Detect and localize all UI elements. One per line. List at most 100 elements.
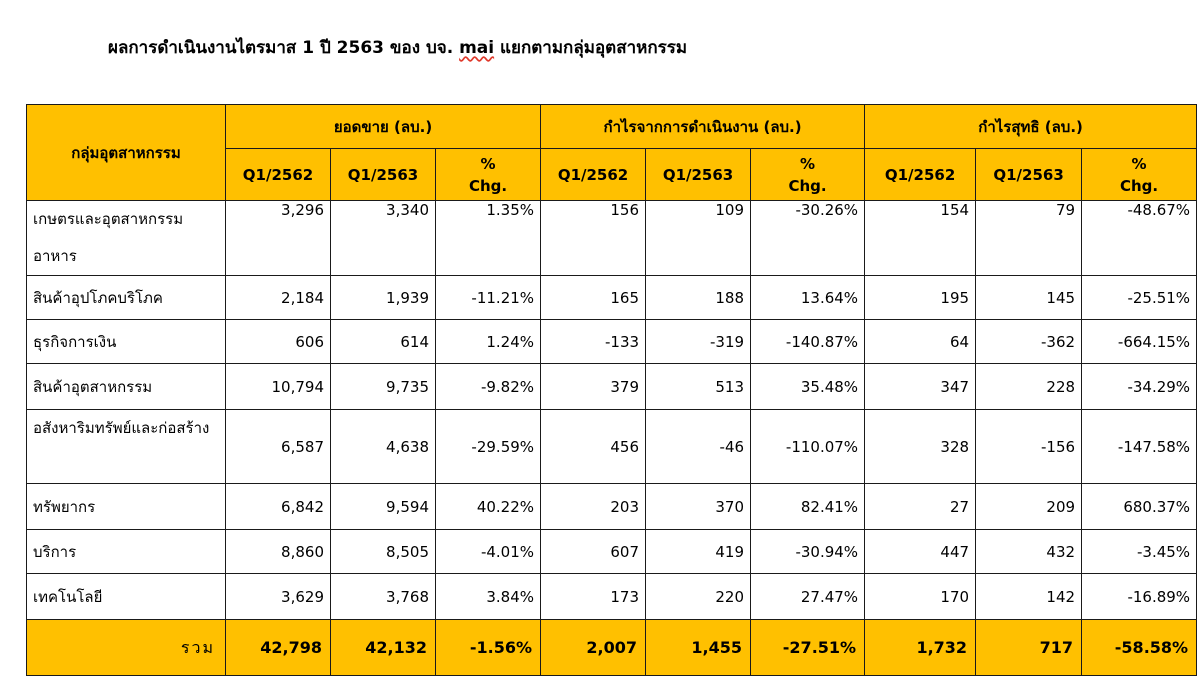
table-cell: -362 xyxy=(975,319,1083,364)
table-cell: -16.89% xyxy=(1081,573,1198,620)
table-cell: 27.47% xyxy=(750,573,866,620)
chg-label: Chg. xyxy=(468,176,508,195)
table-cell: 203 xyxy=(540,483,647,530)
title-text-end: แยกตามกลุ่มอุตสาหกรรม xyxy=(500,38,688,58)
table-cell: 456 xyxy=(540,409,647,484)
section-header-operating-profit: กำไรจากการดำเนินงาน (ลบ.) xyxy=(540,104,866,149)
table-cell: -25.51% xyxy=(1081,275,1198,320)
table-cell: 419 xyxy=(645,529,752,574)
col-header-pct-chg: % Chg. xyxy=(434,148,542,201)
table-cell: -48.67% xyxy=(1081,200,1198,276)
table-cell: -30.94% xyxy=(750,529,866,574)
table-cell: 3,768 xyxy=(330,573,436,620)
col-header-q1-2562: Q1/2562 xyxy=(225,148,331,201)
table-cell: 8,860 xyxy=(225,529,331,574)
title-text: ผลการดำเนินงานไตรมาส 1 ปี 2563 ของ บจ. xyxy=(108,38,454,58)
total-cell: -1.56% xyxy=(434,619,542,676)
table-cell: 9,594 xyxy=(330,483,436,530)
table-cell: -133 xyxy=(540,319,647,364)
section-header-sales: ยอดขาย (ลบ.) xyxy=(224,104,542,149)
col-header-q1-2563: Q1/2563 xyxy=(645,148,752,201)
col-header-q1-2563: Q1/2563 xyxy=(975,148,1083,201)
table-cell: -664.15% xyxy=(1081,319,1198,364)
table-cell: 513 xyxy=(645,363,752,410)
table-cell: 9,735 xyxy=(330,363,436,410)
table-cell: 6,842 xyxy=(225,483,331,530)
table-cell: -319 xyxy=(645,319,752,364)
table-cell: 6,587 xyxy=(225,409,331,484)
total-cell: 1,455 xyxy=(645,619,752,676)
table-row: เทคโนโลยี 3,629 3,768 3.84% 173 220 27.4… xyxy=(26,573,1198,620)
table-cell: 1,939 xyxy=(330,275,436,320)
pct-symbol: % xyxy=(800,154,816,173)
table-cell: -156 xyxy=(975,409,1083,484)
col-header-q1-2563: Q1/2563 xyxy=(330,148,436,201)
section-header-net-profit: กำไรสุทธิ (ลบ.) xyxy=(864,104,1198,149)
industry-results-table: กลุ่มอุตสาหกรรม ยอดขาย (ลบ.) กำไรจากการด… xyxy=(26,104,1198,676)
table-cell: 1.35% xyxy=(434,200,542,276)
table-cell: 680.37% xyxy=(1081,483,1198,530)
total-cell: 42,798 xyxy=(225,619,331,676)
table-cell: 2,184 xyxy=(225,275,331,320)
chg-label: Chg. xyxy=(1120,176,1159,195)
table-body: เกษตรและอุตสาหกรรมอาหาร 3,296 3,340 1.35… xyxy=(26,200,1198,676)
table-cell: 145 xyxy=(975,275,1083,320)
table-cell: -110.07% xyxy=(750,409,866,484)
table-total-row: รวม 42,798 42,132 -1.56% 2,007 1,455 -27… xyxy=(26,619,1198,676)
table-row: ทรัพยากร 6,842 9,594 40.22% 203 370 82.4… xyxy=(26,483,1198,530)
table-cell: 379 xyxy=(540,363,647,410)
table-row: อสังหาริมทรัพย์และก่อสร้าง 6,587 4,638 -… xyxy=(26,409,1198,484)
table-cell: 347 xyxy=(864,363,977,410)
table-cell: 170 xyxy=(864,573,977,620)
document-title: ผลการดำเนินงานไตรมาส 1 ปี 2563 ของ บจ. m… xyxy=(108,34,687,61)
table-cell: 4,638 xyxy=(330,409,436,484)
industry-label: เทคโนโลยี xyxy=(26,573,226,620)
title-mai: mai xyxy=(459,38,495,58)
table-cell: -3.45% xyxy=(1081,529,1198,574)
table-cell: 82.41% xyxy=(750,483,866,530)
table-row: เกษตรและอุตสาหกรรมอาหาร 3,296 3,340 1.35… xyxy=(26,200,1198,276)
table-row: สินค้าอุตสาหกรรม 10,794 9,735 -9.82% 379… xyxy=(26,363,1198,410)
table-cell: 228 xyxy=(975,363,1083,410)
total-cell: -27.51% xyxy=(750,619,866,676)
table-cell: 3,340 xyxy=(330,200,436,276)
table-cell: 154 xyxy=(864,200,977,276)
table-cell: 109 xyxy=(645,200,752,276)
total-cell: 2,007 xyxy=(540,619,647,676)
industry-label: เกษตรและอุตสาหกรรมอาหาร xyxy=(26,200,226,276)
col-header-pct-chg: % Chg. xyxy=(750,148,866,201)
table-cell: 8,505 xyxy=(330,529,436,574)
table-cell: -147.58% xyxy=(1081,409,1198,484)
col-header-q1-2562: Q1/2562 xyxy=(864,148,977,201)
total-cell: -58.58% xyxy=(1081,619,1198,676)
table-cell: -9.82% xyxy=(434,363,542,410)
total-cell: 42,132 xyxy=(330,619,436,676)
total-cell: 717 xyxy=(975,619,1083,676)
industry-label: ธุรกิจการเงิน xyxy=(26,319,226,364)
table-cell: -140.87% xyxy=(750,319,866,364)
chg-label: Chg. xyxy=(788,176,827,195)
table-cell: 328 xyxy=(864,409,977,484)
table-cell: 27 xyxy=(864,483,977,530)
total-cell: 1,732 xyxy=(864,619,977,676)
table-cell: -29.59% xyxy=(434,409,542,484)
pct-symbol: % xyxy=(480,154,496,173)
industry-label: อสังหาริมทรัพย์และก่อสร้าง xyxy=(26,409,226,484)
table-row: ธุรกิจการเงิน 606 614 1.24% -133 -319 -1… xyxy=(26,319,1198,364)
table-cell: 13.64% xyxy=(750,275,866,320)
table-cell: -4.01% xyxy=(434,529,542,574)
table-cell: 35.48% xyxy=(750,363,866,410)
table-cell: 3,296 xyxy=(225,200,331,276)
table-cell: 607 xyxy=(540,529,647,574)
table-cell: 142 xyxy=(975,573,1083,620)
col-header-q1-2562: Q1/2562 xyxy=(540,148,647,201)
col-header-pct-chg: % Chg. xyxy=(1081,148,1198,201)
table-cell: 432 xyxy=(975,529,1083,574)
table-cell: 209 xyxy=(975,483,1083,530)
table-cell: -34.29% xyxy=(1081,363,1198,410)
pct-symbol: % xyxy=(1131,154,1147,173)
table-row: สินค้าอุปโภคบริโภค 2,184 1,939 -11.21% 1… xyxy=(26,275,1198,320)
table-row: บริการ 8,860 8,505 -4.01% 607 419 -30.94… xyxy=(26,529,1198,574)
table-cell: 3.84% xyxy=(434,573,542,620)
table-cell: 370 xyxy=(645,483,752,530)
